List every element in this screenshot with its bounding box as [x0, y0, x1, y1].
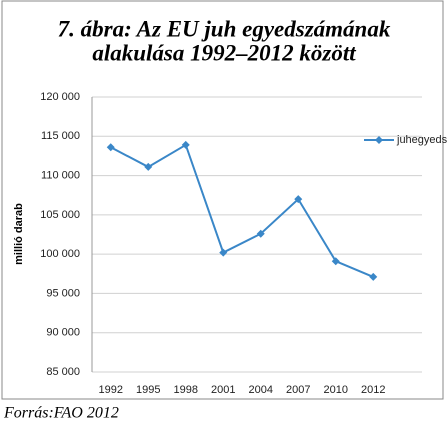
source: Forrás:FAO 2012 — [3, 405, 119, 422]
y-tick-label: 85 000 — [46, 366, 80, 378]
y-tick-label: 105 000 — [40, 209, 80, 221]
chart-frame — [1, 0, 444, 400]
x-tick-label: 1998 — [174, 384, 198, 396]
data-point — [181, 140, 190, 149]
chart-title: alakulása 1992–2012 között — [92, 40, 356, 65]
legend-marker — [375, 136, 383, 144]
chart-title: 7. ábra: Az EU juh egyedszámának — [58, 16, 391, 41]
data-point — [256, 229, 265, 238]
x-tick-label: 1992 — [99, 384, 123, 396]
y-tick-label: 100 000 — [40, 248, 80, 260]
data-point — [369, 272, 378, 281]
x-tick-label: 2012 — [361, 384, 385, 396]
x-tick-label: 2010 — [324, 384, 348, 396]
y-tick-label: 95 000 — [46, 287, 80, 299]
data-point — [219, 248, 228, 257]
data-point — [106, 143, 115, 152]
x-tick-label: 2007 — [286, 384, 310, 396]
data-point — [144, 162, 153, 171]
data-point — [331, 257, 340, 266]
y-tick-label: 90 000 — [46, 327, 80, 339]
y-tick-label: 120 000 — [40, 91, 80, 103]
y-tick-label: 115 000 — [41, 130, 80, 142]
data-line — [110, 143, 374, 278]
x-tick-label: 1995 — [136, 384, 160, 396]
y-axis-label: millió darab — [13, 203, 25, 265]
x-tick-label: 2001 — [211, 384, 235, 396]
x-tick-label: 2004 — [249, 384, 273, 396]
data-point — [294, 195, 303, 204]
y-tick-label: 110 000 — [41, 169, 80, 181]
